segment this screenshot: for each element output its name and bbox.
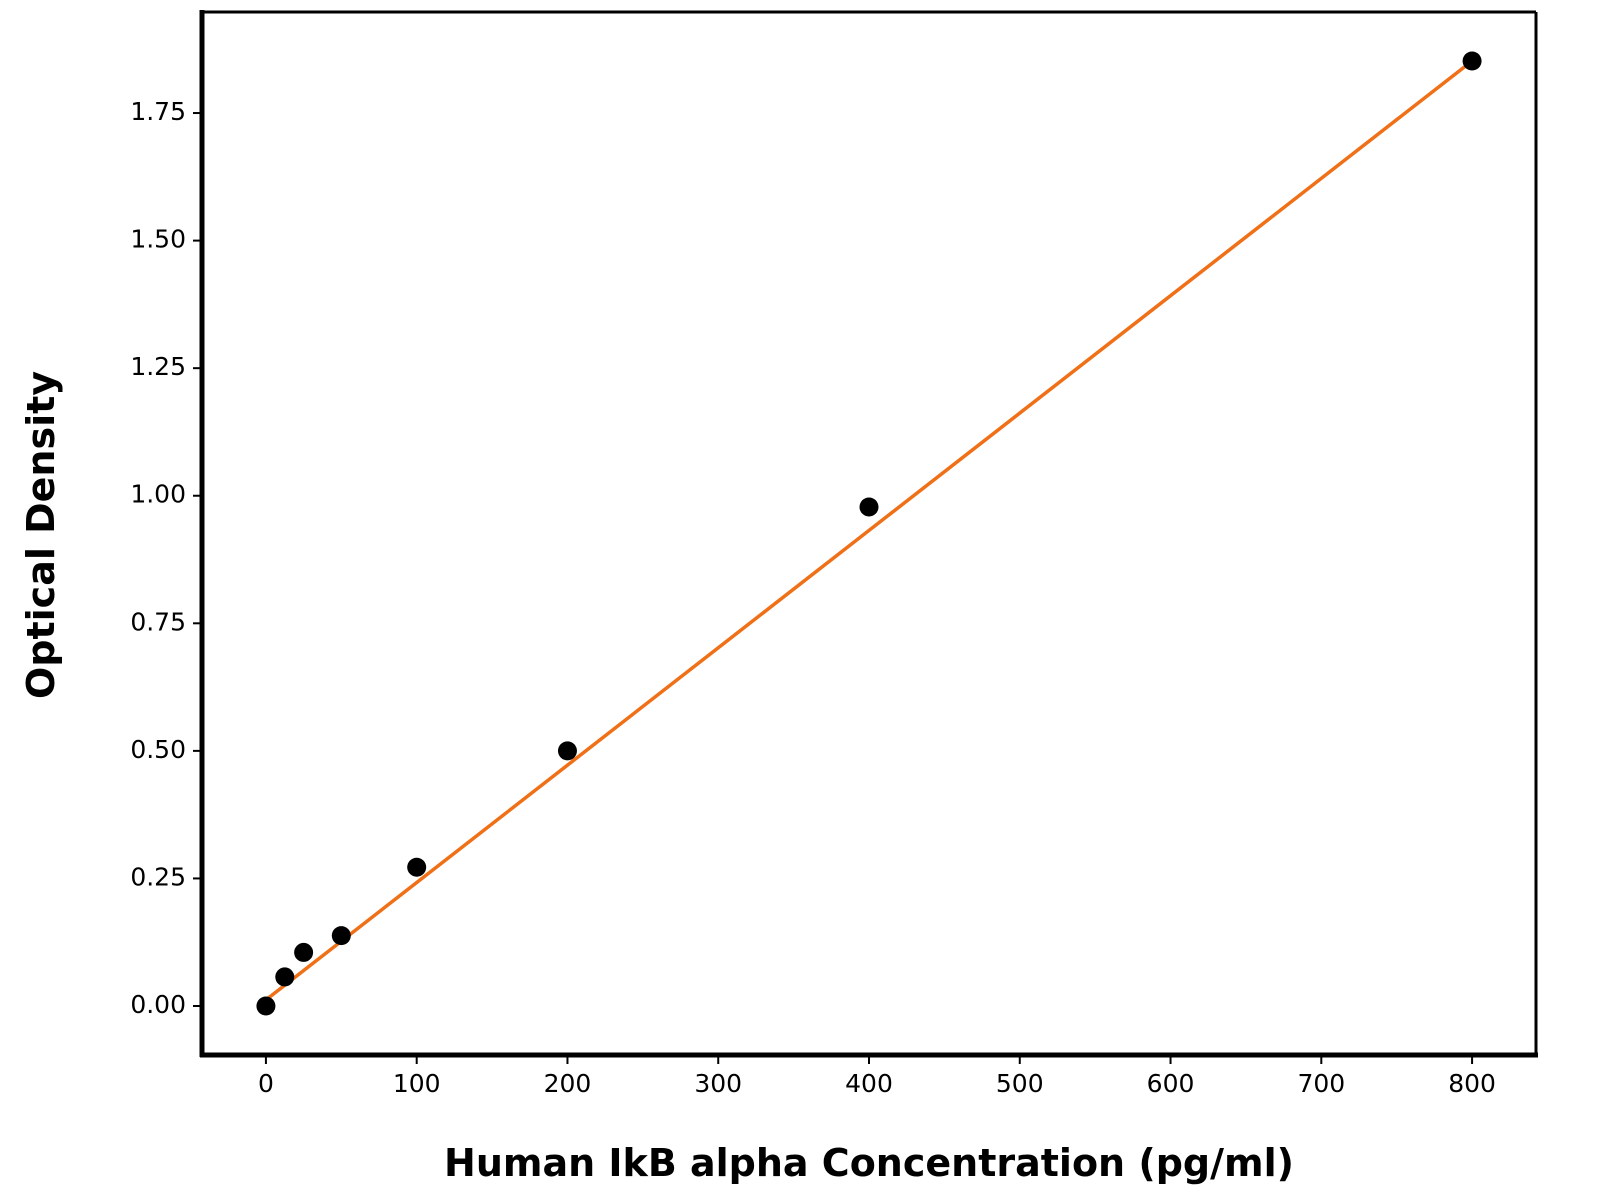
point bbox=[275, 967, 295, 987]
y-tick-label: 0.75 bbox=[130, 607, 186, 636]
point bbox=[294, 942, 314, 962]
x-tick-label: 300 bbox=[694, 1069, 742, 1098]
point bbox=[557, 741, 577, 761]
y-tick-label: 0.00 bbox=[130, 990, 186, 1019]
point bbox=[331, 926, 351, 946]
x-tick-label: 600 bbox=[1147, 1069, 1195, 1098]
y-tick-label: 1.00 bbox=[130, 480, 186, 509]
x-tick-label: 500 bbox=[996, 1069, 1044, 1098]
x-tick-label: 0 bbox=[258, 1069, 274, 1098]
x-axis-title: Human IkB alpha Concentration (pg/ml) bbox=[444, 1141, 1294, 1185]
y-tick-label: 1.75 bbox=[130, 97, 186, 126]
x-tick-label: 700 bbox=[1297, 1069, 1345, 1098]
y-tick-label: 0.50 bbox=[130, 735, 186, 764]
y-tick-label: 1.50 bbox=[130, 225, 186, 254]
x-tick-label: 400 bbox=[845, 1069, 893, 1098]
y-axis-title: Optical Density bbox=[19, 371, 63, 699]
point bbox=[1462, 51, 1482, 71]
point bbox=[859, 497, 879, 517]
point bbox=[256, 996, 276, 1016]
x-tick-label: 800 bbox=[1448, 1069, 1496, 1098]
y-tick-label: 0.25 bbox=[130, 862, 186, 891]
x-tick-label: 100 bbox=[393, 1069, 441, 1098]
point bbox=[407, 857, 427, 877]
fit-line bbox=[264, 59, 1474, 1002]
y-tick-label: 1.25 bbox=[130, 352, 186, 381]
x-tick-label: 200 bbox=[544, 1069, 592, 1098]
